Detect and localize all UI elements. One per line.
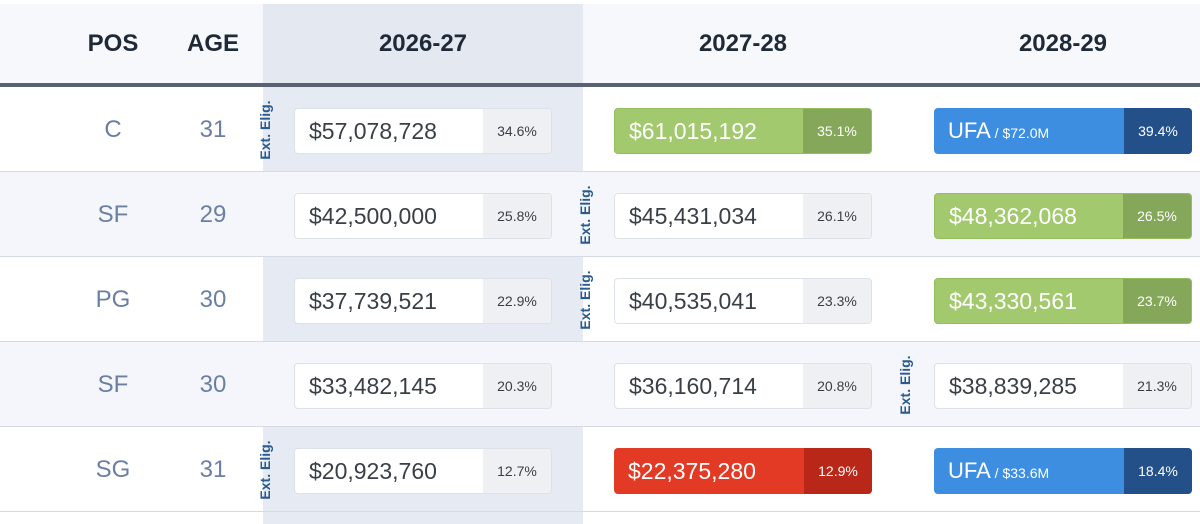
salary-amount: $48,362,068 xyxy=(949,203,1077,229)
salary-cell[interactable]: $33,482,145 20.3% xyxy=(294,363,552,409)
cap-percent: 22.9% xyxy=(483,279,551,323)
ext-elig-label: Ext. Elig. xyxy=(257,439,273,500)
salary-cell[interactable]: $38,839,285 21.3% xyxy=(934,363,1192,409)
header-divider xyxy=(0,83,1200,87)
salary-amount: $20,923,760 xyxy=(309,458,437,484)
ext-elig-label: Ext. Elig. xyxy=(257,99,273,160)
age: 30 xyxy=(199,286,227,313)
salary-cell[interactable]: $45,431,034 26.1% xyxy=(614,193,872,239)
cap-percent: 25.8% xyxy=(483,194,551,238)
header-season-1[interactable]: 2026-27 xyxy=(378,30,468,57)
cap-percent: 12.7% xyxy=(483,449,551,493)
table-row: PG 30 $37,739,521 22.9% Ext. Elig. $40,5… xyxy=(0,257,1200,342)
ext-elig-label: Ext. Elig. xyxy=(577,269,593,330)
position: PG xyxy=(95,286,131,313)
position: SG xyxy=(95,456,131,483)
ufa-cell[interactable]: UFA / $72.0M 39.4% xyxy=(934,108,1192,154)
cap-percent: 23.7% xyxy=(1123,279,1191,323)
salary-cell[interactable]: $40,535,041 23.3% xyxy=(614,278,872,324)
cap-hold: / $72.0M xyxy=(990,125,1050,141)
table-header: POS AGE 2026-27 2027-28 2028-29 xyxy=(0,4,1200,83)
table-row: SG 31 Ext. Elig. $20,923,760 12.7% $22,3… xyxy=(0,427,1200,512)
salary-amount: $43,330,561 xyxy=(949,288,1077,314)
header-pos[interactable]: POS xyxy=(87,30,139,57)
salary-amount: $38,839,285 xyxy=(949,373,1077,399)
cap-percent: 18.4% xyxy=(1124,448,1192,494)
salary-amount: $61,015,192 xyxy=(629,118,757,144)
salary-amount: $42,500,000 xyxy=(309,203,437,229)
ufa-label: UFA / $33.6M xyxy=(948,458,1050,483)
ufa-label: UFA / $72.0M xyxy=(948,118,1050,143)
ext-elig-label: Ext. Elig. xyxy=(577,184,593,245)
highlighted-season-column xyxy=(263,4,583,524)
row-divider xyxy=(0,426,1200,427)
cap-percent: 26.5% xyxy=(1123,194,1191,238)
position: C xyxy=(104,116,122,143)
salary-amount: $33,482,145 xyxy=(309,373,437,399)
cap-percent: 23.3% xyxy=(803,279,871,323)
position: SF xyxy=(97,201,129,228)
cap-percent: 35.1% xyxy=(803,109,871,153)
salary-amount: $36,160,714 xyxy=(629,373,757,399)
cap-hold: / $33.6M xyxy=(990,465,1050,481)
salary-amount: $40,535,041 xyxy=(629,288,757,314)
header-age[interactable]: AGE xyxy=(186,30,239,57)
ext-elig-label: Ext. Elig. xyxy=(897,354,913,415)
salary-cell[interactable]: $43,330,561 23.7% xyxy=(934,278,1192,324)
salary-amount: $37,739,521 xyxy=(309,288,437,314)
header-highlight xyxy=(263,4,583,83)
age: 31 xyxy=(199,456,227,483)
cap-percent: 26.1% xyxy=(803,194,871,238)
cap-percent: 20.8% xyxy=(803,364,871,408)
salary-cell[interactable]: $57,078,728 34.6% xyxy=(294,108,552,154)
table-row: C 31 Ext. Elig. $57,078,728 34.6% $61,01… xyxy=(0,87,1200,172)
age: 31 xyxy=(199,116,227,143)
age: 30 xyxy=(199,371,227,398)
salary-cell[interactable]: $61,015,192 35.1% xyxy=(614,108,872,154)
row-divider xyxy=(0,256,1200,257)
header-season-3[interactable]: 2028-29 xyxy=(1018,30,1108,57)
position: SF xyxy=(97,371,129,398)
row-divider xyxy=(0,511,1200,512)
table-row: SF 30 $33,482,145 20.3% $36,160,714 20.8… xyxy=(0,342,1200,427)
salary-cell[interactable]: $37,739,521 22.9% xyxy=(294,278,552,324)
salary-cell[interactable]: $22,375,280 12.9% xyxy=(614,448,872,494)
row-divider xyxy=(0,171,1200,172)
row-divider xyxy=(0,341,1200,342)
age: 29 xyxy=(199,201,227,228)
cap-percent: 12.9% xyxy=(804,448,872,494)
cap-percent: 34.6% xyxy=(483,109,551,153)
salary-amount: $57,078,728 xyxy=(309,118,437,144)
salary-cell[interactable]: $36,160,714 20.8% xyxy=(614,363,872,409)
header-season-2[interactable]: 2027-28 xyxy=(698,30,788,57)
table-row: SF 29 $42,500,000 25.8% Ext. Elig. $45,4… xyxy=(0,172,1200,257)
salary-amount: $45,431,034 xyxy=(629,203,757,229)
salary-cell[interactable]: $20,923,760 12.7% xyxy=(294,448,552,494)
ufa-cell[interactable]: UFA / $33.6M 18.4% xyxy=(934,448,1192,494)
cap-percent: 39.4% xyxy=(1124,108,1192,154)
salary-cell[interactable]: $42,500,000 25.8% xyxy=(294,193,552,239)
cap-percent: 20.3% xyxy=(483,364,551,408)
cap-percent: 21.3% xyxy=(1123,364,1191,408)
salary-cell[interactable]: $48,362,068 26.5% xyxy=(934,193,1192,239)
salary-amount: $22,375,280 xyxy=(628,458,756,484)
